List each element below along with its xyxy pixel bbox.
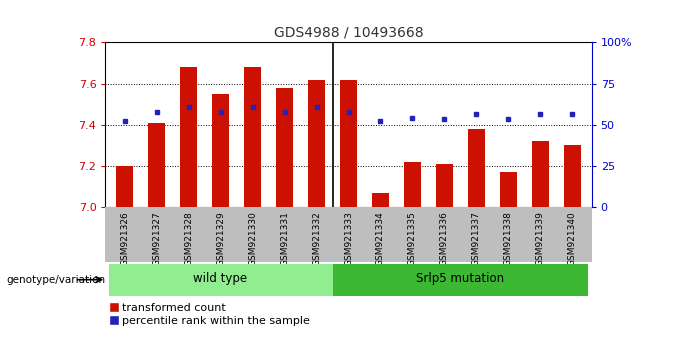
- Text: wild type: wild type: [194, 273, 248, 285]
- Bar: [211, 94, 229, 207]
- Text: GSM921334: GSM921334: [376, 211, 385, 266]
- Bar: [148, 123, 165, 207]
- Bar: [436, 164, 454, 207]
- Text: GSM921333: GSM921333: [344, 211, 353, 266]
- Text: GSM921339: GSM921339: [536, 211, 545, 266]
- Text: GSM921337: GSM921337: [472, 211, 481, 266]
- Bar: [180, 67, 197, 207]
- Text: GSM921326: GSM921326: [120, 211, 129, 266]
- Bar: [116, 166, 133, 207]
- Bar: [340, 80, 357, 207]
- Text: GSM921331: GSM921331: [280, 211, 289, 266]
- Text: Srlp5 mutation: Srlp5 mutation: [416, 273, 505, 285]
- Bar: [372, 193, 389, 207]
- Text: GSM921340: GSM921340: [568, 211, 577, 266]
- Text: GSM921327: GSM921327: [152, 211, 161, 266]
- Text: GSM921338: GSM921338: [504, 211, 513, 266]
- Text: genotype/variation: genotype/variation: [7, 275, 106, 285]
- Bar: [308, 80, 325, 207]
- Bar: [564, 145, 581, 207]
- Bar: [468, 129, 486, 207]
- Text: GSM921335: GSM921335: [408, 211, 417, 266]
- Text: GSM921328: GSM921328: [184, 211, 193, 266]
- Bar: [275, 88, 293, 207]
- Title: GDS4988 / 10493668: GDS4988 / 10493668: [273, 26, 424, 40]
- Bar: [243, 67, 261, 207]
- FancyBboxPatch shape: [109, 264, 333, 296]
- Legend: transformed count, percentile rank within the sample: transformed count, percentile rank withi…: [111, 303, 310, 326]
- Text: GSM921330: GSM921330: [248, 211, 257, 266]
- Text: GSM921329: GSM921329: [216, 211, 225, 266]
- Bar: [404, 162, 422, 207]
- Text: GSM921332: GSM921332: [312, 211, 321, 266]
- Bar: [532, 141, 549, 207]
- Text: GSM921336: GSM921336: [440, 211, 449, 266]
- Bar: [500, 172, 517, 207]
- FancyBboxPatch shape: [333, 264, 588, 296]
